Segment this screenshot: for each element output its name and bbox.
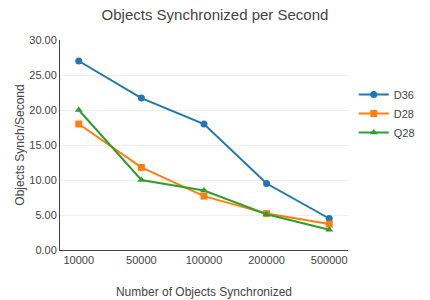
svg-text:25.00: 25.00 [29,69,57,81]
svg-text:50000: 50000 [126,254,157,266]
svg-text:Number of Objects Synchronized: Number of Objects Synchronized [116,285,292,299]
svg-text:30.00: 30.00 [29,34,57,46]
svg-text:20.00: 20.00 [29,104,57,116]
svg-text:500000: 500000 [311,254,348,266]
svg-text:D36: D36 [394,89,414,101]
svg-text:100000: 100000 [186,254,223,266]
svg-text:0.00: 0.00 [35,244,56,256]
svg-text:Objects Synch/Second: Objects Synch/Second [13,84,27,205]
svg-text:Objects Synchronized per Secon: Objects Synchronized per Second [102,6,329,23]
svg-text:200000: 200000 [248,254,285,266]
svg-text:10.00: 10.00 [29,174,57,186]
svg-text:Q28: Q28 [394,127,415,139]
svg-text:D28: D28 [394,108,414,120]
svg-text:15.00: 15.00 [29,139,57,151]
svg-text:5.00: 5.00 [35,209,56,221]
svg-text:10000: 10000 [63,254,94,266]
